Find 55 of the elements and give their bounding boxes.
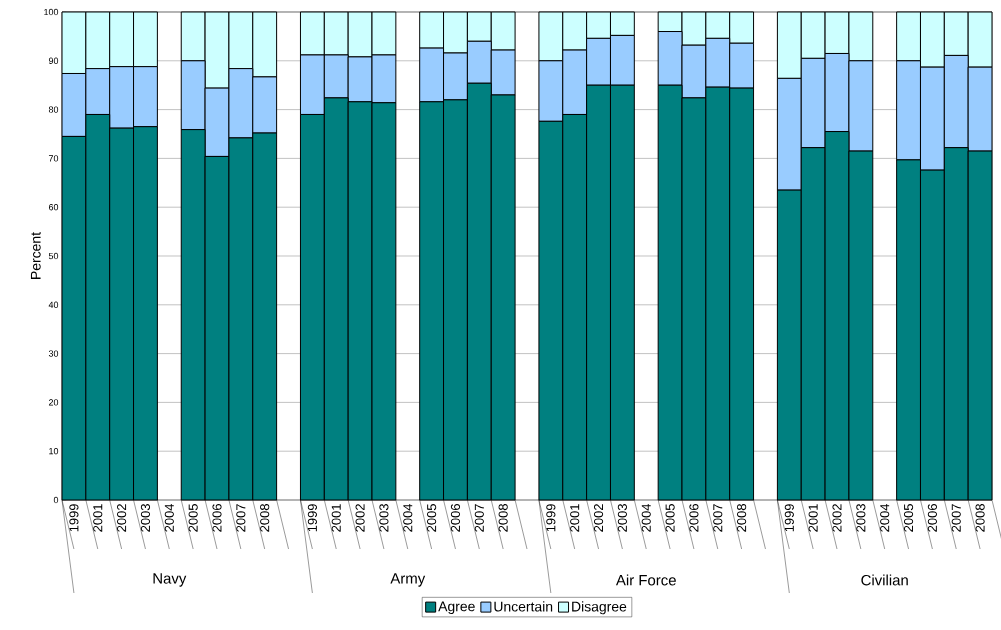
x-tick-label: 2001 <box>93 504 103 532</box>
x-tick-label: 2002 <box>355 504 365 532</box>
y-tick-label: 100 <box>44 8 59 16</box>
x-tick-label: 2007 <box>474 504 484 532</box>
x-tick-label: 2006 <box>450 504 461 532</box>
x-tick-label: 2008 <box>260 504 270 532</box>
x-tick-label: 2007 <box>713 504 723 532</box>
y-tick-label: 90 <box>48 57 59 64</box>
y-tick-label: 60 <box>48 204 59 211</box>
y-tick-label: 30 <box>48 350 59 357</box>
y-tick-label: 0 <box>53 496 59 504</box>
x-tick-label: 2005 <box>427 504 437 532</box>
x-tick-label: 2005 <box>665 504 675 532</box>
text: Army <box>390 573 426 587</box>
x-tick-label: 1999 <box>784 504 794 532</box>
x-tick-label: 2007 <box>236 504 246 532</box>
y-tick-label: 50 <box>48 252 59 260</box>
x-tick-label: 2002 <box>832 504 842 532</box>
text: Civilian <box>861 574 908 586</box>
y-tick-label: 10 <box>49 448 59 455</box>
x-tick-label: 1999 <box>546 504 556 532</box>
x-tick-label: 2003 <box>617 504 627 532</box>
x-tick-label: 1999 <box>307 504 317 532</box>
y-tick-label: 40 <box>48 301 59 308</box>
text: Air Force <box>615 574 676 586</box>
y-axis-title: Percent <box>30 232 41 279</box>
y-tick-label: 20 <box>48 399 59 406</box>
x-tick-label: 2008 <box>498 504 508 532</box>
x-tick-label: 2002 <box>117 504 127 532</box>
x-tick-label: 2004 <box>641 503 651 532</box>
x-tick-label: 2005 <box>903 504 914 532</box>
y-tick-label: 80 <box>48 106 59 113</box>
x-tick-label: 2001 <box>331 504 341 532</box>
legend-label: Agree <box>438 601 475 615</box>
x-tick-label: 2006 <box>212 504 222 532</box>
x-tick-label: 2006 <box>927 504 937 532</box>
text: Navy <box>153 573 187 587</box>
legend-label: Uncertain <box>494 601 553 612</box>
x-tick-label: 1999 <box>69 504 79 532</box>
y-tick-label: 70 <box>48 155 59 162</box>
legend-label: Disagree <box>572 601 627 615</box>
x-tick-label: 2004 <box>164 503 174 532</box>
x-tick-label: 2005 <box>188 504 198 532</box>
x-tick-label: 2008 <box>975 504 985 532</box>
x-tick-label: 2001 <box>808 504 818 532</box>
x-tick-label: 2003 <box>140 504 151 532</box>
x-tick-label: 2007 <box>951 504 961 532</box>
x-tick-label: 2002 <box>593 504 604 532</box>
x-tick-label: 2006 <box>689 504 699 532</box>
x-tick-label: 2004 <box>880 503 890 532</box>
x-tick-label: 2001 <box>570 504 580 532</box>
x-tick-label: 2003 <box>379 504 389 532</box>
x-tick-label: 2004 <box>403 503 413 532</box>
x-tick-label: 2003 <box>856 504 866 532</box>
x-tick-label: 2008 <box>737 504 747 532</box>
